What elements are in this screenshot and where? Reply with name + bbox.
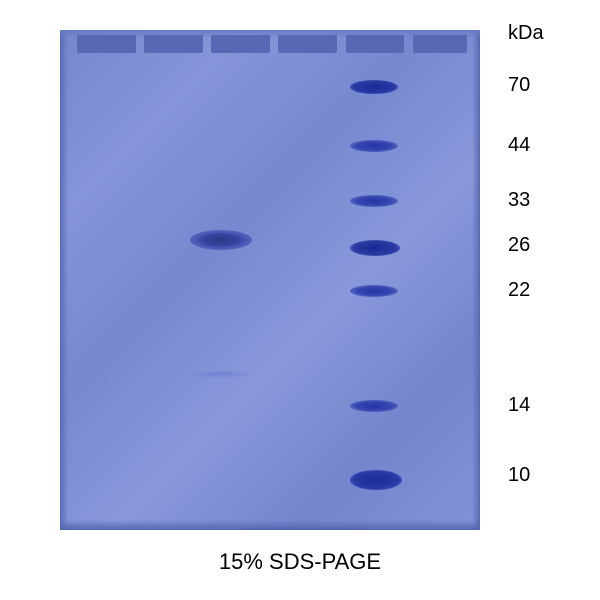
marker-mw-label: 10 — [508, 464, 595, 487]
marker-mw-label: 22 — [508, 279, 595, 302]
gel-edge — [60, 520, 480, 530]
gel-well — [346, 35, 405, 53]
gel-well — [211, 35, 270, 53]
gel-background — [60, 30, 480, 530]
marker-band — [350, 140, 398, 152]
marker-band — [350, 240, 400, 256]
marker-band — [350, 195, 398, 207]
marker-mw-label: 44 — [508, 134, 595, 157]
marker-mw-label: 33 — [508, 189, 595, 212]
marker-mw-label: 26 — [508, 234, 595, 257]
marker-band — [350, 400, 398, 412]
marker-mw-label: 70 — [508, 74, 595, 97]
marker-band — [350, 285, 398, 297]
gel-well — [278, 35, 337, 53]
unit-label: kDa — [508, 22, 544, 45]
marker-band — [350, 470, 402, 490]
gel-caption: 15% SDS-PAGE — [219, 549, 381, 575]
marker-band — [350, 80, 398, 94]
gel-image — [60, 30, 480, 530]
marker-mw-label: 14 — [508, 394, 595, 417]
gel-well — [144, 35, 203, 53]
gel-well — [413, 35, 468, 53]
gel-well — [77, 35, 136, 53]
artifact-band — [186, 370, 256, 378]
sample-protein-band — [190, 230, 252, 250]
gel-edge — [60, 30, 68, 530]
gel-edge — [472, 30, 480, 530]
